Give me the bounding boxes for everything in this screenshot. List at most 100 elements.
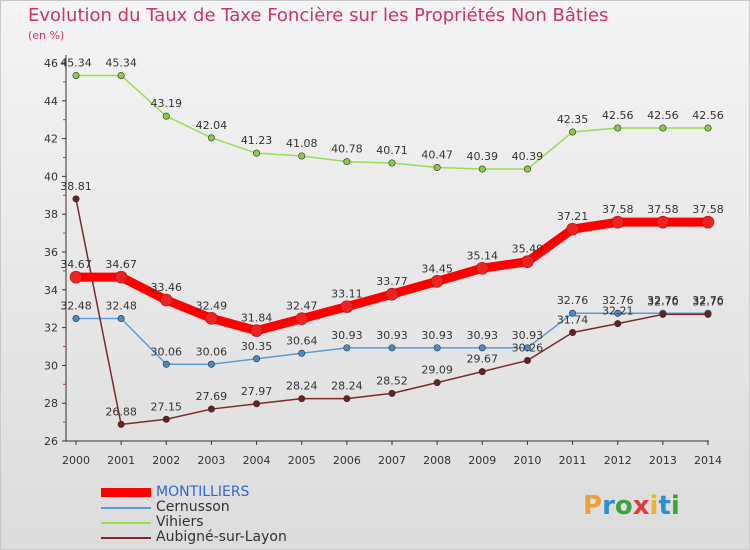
- data-label: 34.67: [60, 258, 92, 271]
- data-point: [72, 315, 80, 323]
- data-point: [659, 310, 667, 318]
- proxiti-logo: Proxiti: [583, 491, 680, 521]
- x-tick-label: 2009: [468, 454, 496, 467]
- data-label: 37.58: [692, 203, 724, 216]
- data-label: 30.26: [512, 341, 544, 354]
- legend-item: Cernusson: [101, 500, 287, 515]
- data-point: [69, 270, 83, 284]
- data-point: [659, 124, 667, 132]
- data-point: [521, 255, 534, 268]
- data-point: [433, 344, 441, 352]
- data-point: [611, 215, 625, 229]
- data-label: 40.39: [512, 150, 544, 163]
- data-label: 30.93: [467, 329, 499, 342]
- data-label: 29.09: [421, 364, 453, 377]
- legend-item: Aubigné-sur-Layon: [101, 530, 287, 545]
- data-label: 32.21: [602, 305, 634, 318]
- data-label: 42.04: [196, 119, 228, 132]
- x-tick-label: 2012: [604, 454, 632, 467]
- data-point: [478, 344, 486, 352]
- legend-swatch: [101, 488, 151, 497]
- data-label: 41.23: [241, 134, 273, 147]
- logo-letter: i: [649, 491, 659, 521]
- legend-item: Vihiers: [101, 515, 287, 530]
- data-point: [656, 215, 670, 229]
- logo-letter: x: [632, 491, 650, 521]
- legend-label: Vihiers: [156, 514, 204, 530]
- data-point: [614, 309, 622, 317]
- data-label: 33.77: [376, 275, 408, 288]
- data-label: 45.34: [105, 56, 137, 69]
- data-point: [159, 293, 173, 307]
- data-label: 35.14: [467, 249, 499, 262]
- data-point: [569, 309, 577, 317]
- data-label: 30.93: [421, 329, 453, 342]
- data-point: [569, 128, 577, 136]
- data-point: [523, 165, 531, 173]
- y-tick-label: 34: [44, 284, 58, 297]
- data-label: 34.45: [421, 262, 453, 275]
- data-label: 30.06: [196, 345, 228, 358]
- data-point: [475, 261, 489, 275]
- y-tick-label: 46: [44, 57, 58, 70]
- data-label: 43.19: [151, 97, 183, 110]
- data-label: 27.97: [241, 385, 273, 398]
- data-label: 28.24: [286, 380, 318, 393]
- data-point: [704, 124, 712, 132]
- data-point: [298, 152, 306, 160]
- data-label: 37.21: [557, 210, 589, 223]
- data-label: 38.81: [60, 180, 92, 193]
- x-tick-label: 2004: [243, 454, 271, 467]
- data-label: 30.93: [331, 329, 363, 342]
- data-point: [117, 71, 125, 79]
- data-label: 29.67: [467, 353, 499, 366]
- data-label: 30.93: [512, 329, 544, 342]
- data-point: [701, 215, 715, 229]
- data-point: [523, 344, 531, 352]
- data-point: [298, 349, 306, 357]
- data-label: 32.76: [557, 294, 589, 307]
- data-label: 30.64: [286, 334, 318, 347]
- data-label: 32.49: [196, 299, 228, 312]
- data-label: 42.35: [557, 113, 589, 126]
- data-point: [478, 368, 486, 376]
- x-tick-label: 2001: [107, 454, 135, 467]
- data-label: 26.88: [105, 405, 137, 418]
- x-tick-label: 2000: [62, 454, 90, 467]
- axes: 26 28 30 32 34 36 38 40 42 44 46 2000 2001 2002 2003 20…: [44, 55, 722, 467]
- data-label: 28.52: [376, 374, 408, 387]
- chart-subtitle: (en %): [28, 29, 65, 42]
- data-point: [253, 149, 261, 157]
- x-tick-label: 2011: [559, 454, 587, 467]
- data-label: 32.70: [647, 295, 679, 308]
- data-point: [114, 270, 128, 284]
- data-label: 33.46: [151, 281, 183, 294]
- data-label: 33.11: [331, 288, 363, 301]
- data-label: 32.47: [286, 300, 318, 313]
- data-point: [340, 300, 354, 313]
- data-label: 27.15: [151, 400, 183, 413]
- data-label: 34.67: [105, 258, 137, 271]
- legend-swatch: [101, 521, 151, 524]
- x-tick-label: 2005: [288, 454, 316, 467]
- data-point: [388, 159, 396, 167]
- data-point: [430, 274, 444, 288]
- data-point: [205, 312, 218, 325]
- data-label: 31.74: [557, 314, 589, 327]
- data-point: [343, 395, 351, 403]
- legend: MONTILLIERS Cernusson Vihiers Aubigné-sur-L…: [101, 485, 287, 545]
- data-point: [433, 379, 441, 387]
- data-point: [207, 360, 215, 368]
- data-point: [295, 312, 309, 326]
- logo-letter: r: [602, 491, 615, 521]
- data-point: [207, 134, 215, 142]
- series-layer: [69, 71, 715, 428]
- data-label: 32.48: [60, 300, 92, 313]
- data-label: 37.58: [602, 203, 634, 216]
- data-label: 40.39: [467, 150, 499, 163]
- data-point: [704, 310, 712, 318]
- data-label: 37.58: [647, 203, 679, 216]
- data-label: 35.49: [512, 243, 544, 256]
- data-point: [433, 164, 441, 172]
- data-point: [343, 158, 351, 166]
